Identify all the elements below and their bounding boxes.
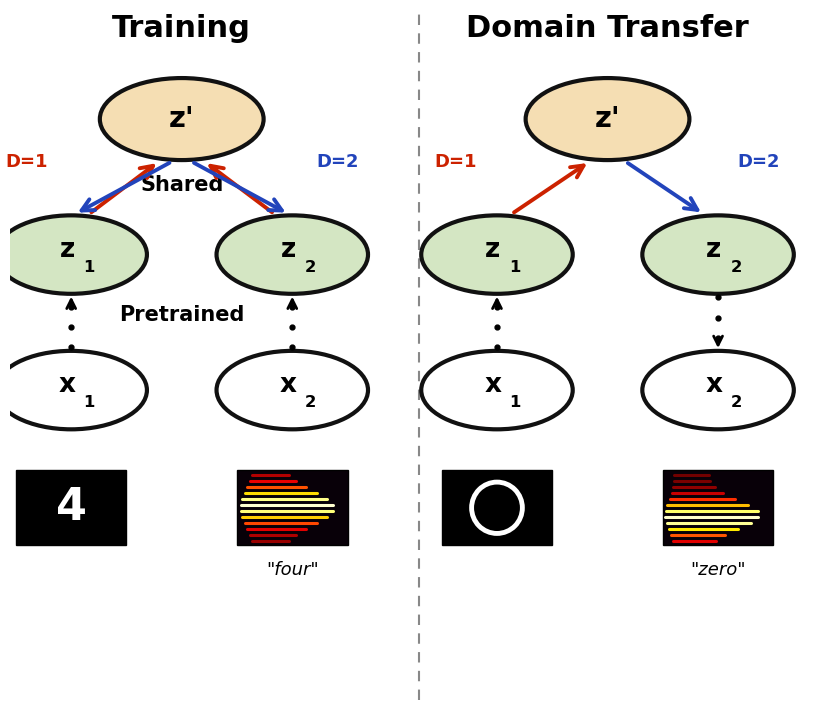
Bar — [663, 470, 774, 545]
Ellipse shape — [217, 216, 368, 294]
Text: 2: 2 — [730, 395, 742, 410]
Text: 1: 1 — [84, 395, 95, 410]
Text: 2: 2 — [305, 260, 316, 275]
Text: z: z — [281, 236, 295, 263]
Text: z': z' — [168, 105, 194, 133]
Text: Shared: Shared — [140, 175, 223, 195]
Text: D=1: D=1 — [5, 153, 47, 171]
Text: 2: 2 — [730, 260, 742, 275]
Ellipse shape — [642, 216, 793, 294]
Ellipse shape — [0, 351, 147, 430]
Text: 1: 1 — [84, 260, 95, 275]
Text: x: x — [485, 372, 501, 398]
Bar — [237, 470, 348, 545]
Text: D=2: D=2 — [316, 153, 359, 171]
Ellipse shape — [0, 216, 147, 294]
Text: 1: 1 — [510, 260, 520, 275]
Text: D=2: D=2 — [738, 153, 780, 171]
Text: D=1: D=1 — [435, 153, 477, 171]
Ellipse shape — [642, 351, 793, 430]
Ellipse shape — [100, 78, 264, 160]
Text: x: x — [59, 372, 76, 398]
Text: Pretrained: Pretrained — [119, 305, 244, 325]
Ellipse shape — [422, 351, 573, 430]
Text: "zero": "zero" — [691, 561, 746, 579]
Bar — [16, 470, 126, 545]
Text: z: z — [706, 236, 721, 263]
Text: x: x — [706, 372, 722, 398]
Text: 2: 2 — [305, 395, 316, 410]
Text: z': z' — [594, 105, 620, 133]
Ellipse shape — [525, 78, 690, 160]
Text: "four": "four" — [266, 561, 319, 579]
Text: 1: 1 — [510, 395, 520, 410]
Text: Domain Transfer: Domain Transfer — [466, 14, 749, 43]
Text: 4: 4 — [56, 486, 86, 529]
Bar — [442, 470, 552, 545]
Text: x: x — [280, 372, 296, 398]
Text: Training: Training — [112, 14, 251, 43]
Text: z: z — [486, 236, 500, 263]
Ellipse shape — [422, 216, 573, 294]
Text: z: z — [60, 236, 75, 263]
Ellipse shape — [217, 351, 368, 430]
